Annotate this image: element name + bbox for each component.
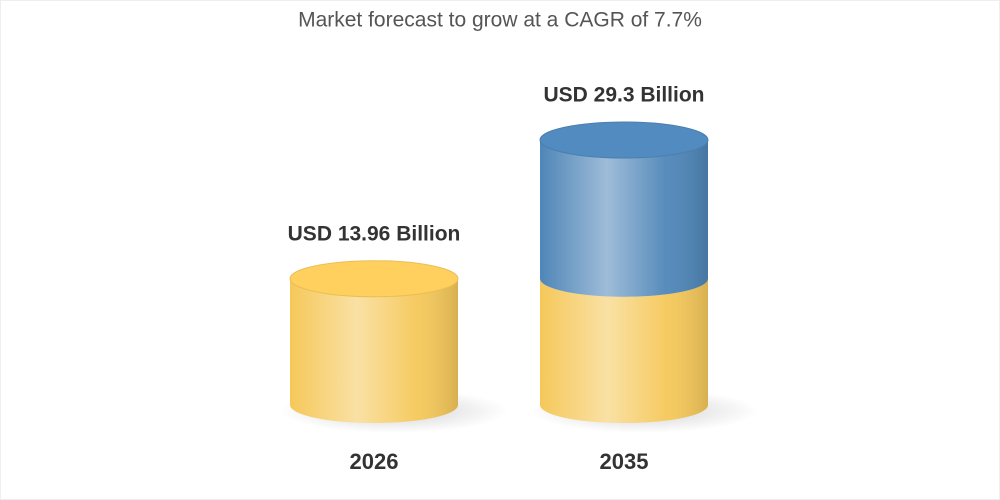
value-label: USD 13.96 Billion: [288, 222, 461, 245]
cylinder-top: [539, 121, 709, 159]
cylinder-shine: [540, 140, 708, 297]
value-label: USD 29.3 Billion: [543, 84, 704, 107]
chart-title: Market forecast to grow at a CAGR of 7.7…: [298, 9, 702, 32]
cylinder-shine: [290, 278, 458, 423]
cylinder-shine: [540, 278, 708, 423]
x-tick-label: 2035: [600, 449, 649, 474]
cylinder-top: [289, 260, 459, 298]
x-tick-label: 2026: [350, 449, 399, 474]
